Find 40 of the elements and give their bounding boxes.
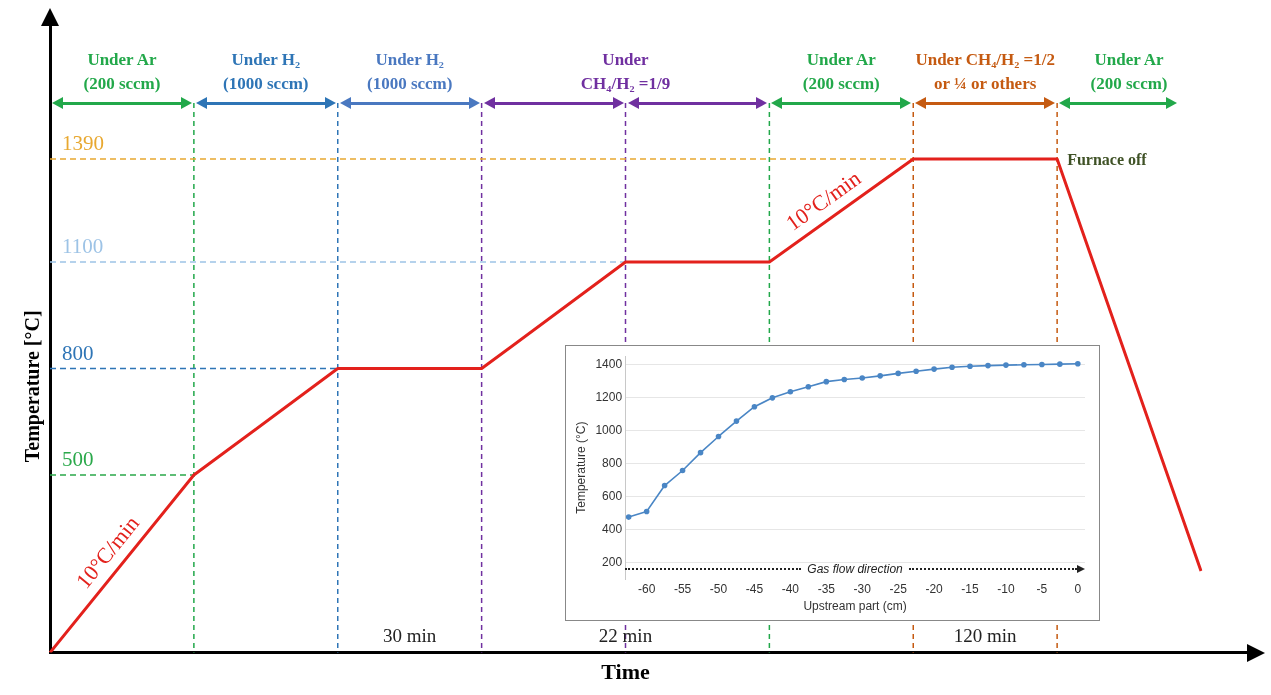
x-tick-label: -15 — [961, 581, 980, 596]
x-tick-label: 0 — [1074, 581, 1082, 596]
annotation: Gas flow direction — [806, 562, 904, 577]
text: Under Ar (200 sccm) — [802, 49, 880, 93]
y-tick-label: 1200 — [595, 389, 623, 404]
annotation: 22 min — [598, 625, 653, 647]
y-tick-label: 200 — [602, 554, 623, 569]
y-tick-label: 600 — [602, 488, 623, 503]
x-tick-label: -30 — [853, 581, 872, 596]
y-tick-label: 800 — [602, 455, 623, 470]
ref-line-label: 800 — [62, 340, 94, 365]
x-tick-label: -25 — [889, 581, 908, 596]
x-tick-label: -45 — [745, 581, 764, 596]
x-tick-label: -5 — [1036, 581, 1048, 596]
ref-line-label: 1100 — [62, 234, 104, 259]
text: Under H₂ (1000 sccm) — [223, 49, 309, 93]
text: Under Ar (200 sccm) — [83, 49, 161, 93]
x-axis-title: Upstream part (cm) — [803, 599, 907, 614]
annotation: 30 min — [383, 625, 437, 647]
x-tick-label: -10 — [997, 581, 1015, 596]
x-tick-label: -60 — [637, 581, 656, 596]
x-axis-title: Time — [601, 659, 650, 685]
annotation: Furnace off — [1067, 151, 1148, 169]
ref-line-label: 1390 — [62, 131, 104, 156]
text: Under CH₄/H₂ =1/2 or ¼ or others — [915, 49, 1055, 93]
text: Under H₂ (1000 sccm) — [366, 49, 453, 93]
x-tick-label: -50 — [709, 581, 728, 596]
y-tick-label: 1000 — [595, 422, 623, 437]
y-tick-label: 400 — [602, 521, 623, 536]
x-tick-label: -55 — [673, 581, 692, 596]
text: Under Ar (200 sccm) — [1090, 49, 1168, 93]
text: Under CH₄/H₂ =1/9 — [580, 49, 671, 93]
annotation: 120 min — [953, 625, 1018, 647]
x-tick-label: -35 — [817, 581, 836, 596]
ref-line-label: 500 — [62, 447, 94, 472]
y-axis-title: Temperature [°C] — [21, 310, 45, 463]
y-axis-title: Temperature (°C) — [573, 421, 588, 514]
x-tick-label: -20 — [925, 581, 944, 596]
y-tick-label: 1400 — [595, 356, 623, 371]
x-tick-label: -40 — [781, 581, 800, 596]
